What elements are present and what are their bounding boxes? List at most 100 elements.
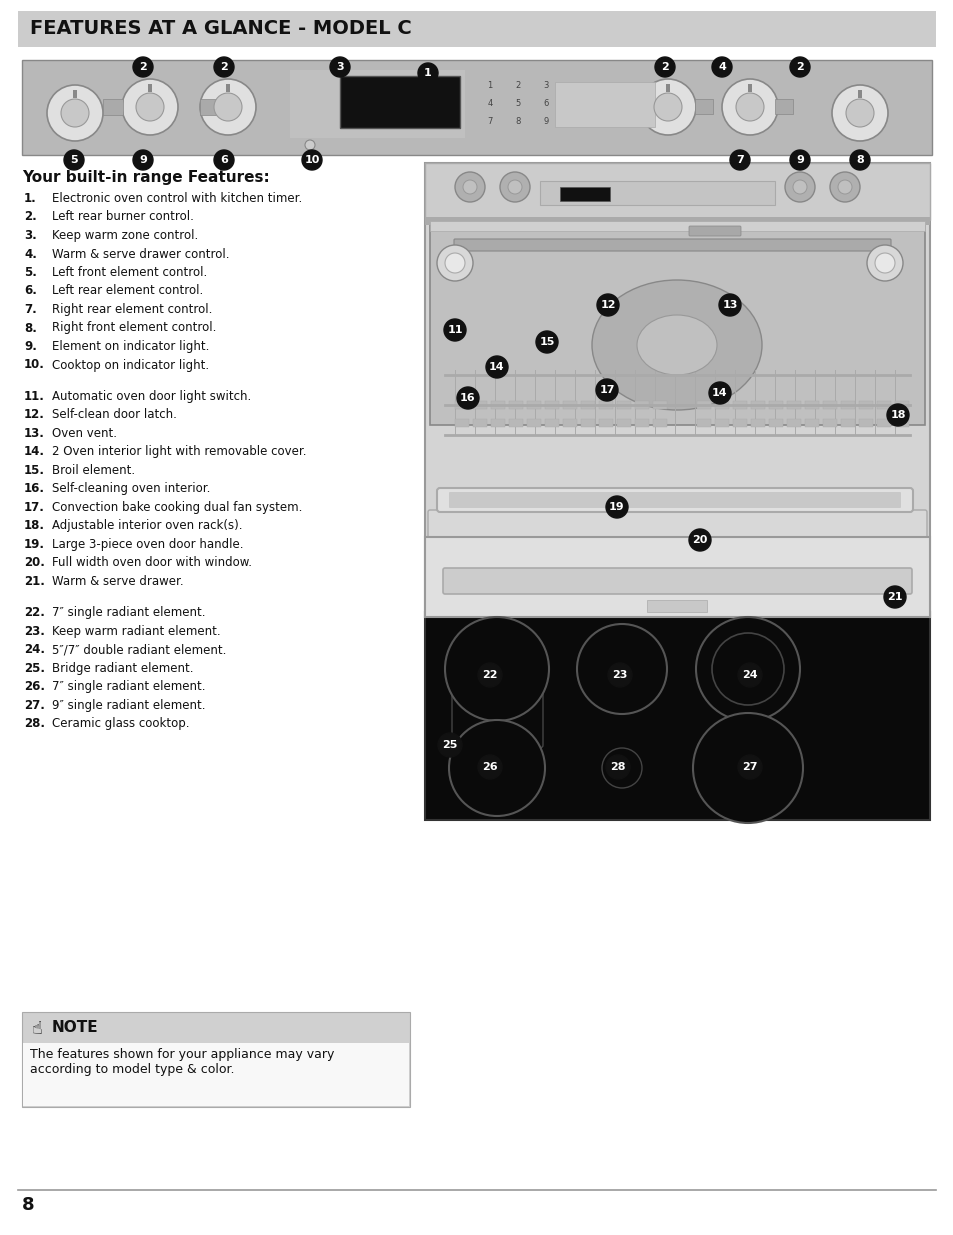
Circle shape [462,180,476,194]
Text: 28.: 28. [24,718,45,730]
Circle shape [886,404,908,426]
Text: Cooktop on indicator light.: Cooktop on indicator light. [52,358,209,372]
Circle shape [688,529,710,551]
Text: 25.: 25. [24,662,45,674]
Circle shape [213,93,242,121]
Text: 9.: 9. [24,340,37,353]
FancyBboxPatch shape [652,419,666,427]
FancyBboxPatch shape [580,401,595,409]
Circle shape [499,172,530,203]
FancyBboxPatch shape [424,613,929,820]
Text: 1: 1 [424,68,432,78]
Text: 11: 11 [447,325,462,335]
Circle shape [597,294,618,316]
FancyBboxPatch shape [714,401,728,409]
FancyBboxPatch shape [768,419,782,427]
Circle shape [866,245,902,282]
Circle shape [47,85,103,141]
Text: 2.: 2. [24,210,37,224]
Text: 3.: 3. [24,228,37,242]
FancyBboxPatch shape [695,99,712,114]
FancyBboxPatch shape [858,419,872,427]
Text: 7″ single radiant element.: 7″ single radiant element. [52,606,205,620]
Text: 9: 9 [795,156,803,165]
Text: 7: 7 [487,116,492,126]
FancyBboxPatch shape [580,419,595,427]
FancyBboxPatch shape [617,419,630,427]
FancyBboxPatch shape [339,77,459,128]
Circle shape [735,93,763,121]
Circle shape [655,57,675,77]
FancyBboxPatch shape [539,182,774,205]
Text: 6.: 6. [24,284,37,298]
Text: 21: 21 [886,592,902,601]
FancyBboxPatch shape [442,568,911,594]
FancyBboxPatch shape [424,217,929,225]
Circle shape [437,734,461,757]
Text: Right front element control.: Right front element control. [52,321,216,335]
Text: 3: 3 [543,80,548,89]
Text: Keep warm radiant element.: Keep warm radiant element. [52,625,220,638]
FancyBboxPatch shape [652,401,666,409]
Circle shape [845,99,873,127]
Circle shape [711,634,783,705]
Text: 6: 6 [220,156,228,165]
FancyBboxPatch shape [732,401,746,409]
FancyBboxPatch shape [747,84,751,91]
Circle shape [305,140,314,149]
FancyBboxPatch shape [449,492,900,508]
Text: 9: 9 [139,156,147,165]
FancyBboxPatch shape [22,1011,410,1107]
FancyBboxPatch shape [491,419,504,427]
FancyBboxPatch shape [562,419,577,427]
FancyBboxPatch shape [894,401,908,409]
Circle shape [789,57,809,77]
FancyBboxPatch shape [822,419,836,427]
FancyBboxPatch shape [750,401,764,409]
FancyBboxPatch shape [455,401,469,409]
Circle shape [455,172,484,203]
Text: 13: 13 [721,300,737,310]
Text: 23: 23 [612,671,627,680]
Text: 1.: 1. [24,191,37,205]
Text: Convection bake cooking dual fan system.: Convection bake cooking dual fan system. [52,501,302,514]
FancyBboxPatch shape [436,488,912,513]
FancyBboxPatch shape [714,419,728,427]
Text: Keep warm zone control.: Keep warm zone control. [52,228,198,242]
Text: 10.: 10. [24,358,45,372]
Circle shape [721,79,778,135]
FancyBboxPatch shape [688,226,740,236]
Text: 2: 2 [515,80,520,89]
Text: 24.: 24. [24,643,45,656]
Text: 14: 14 [489,362,504,372]
FancyBboxPatch shape [226,84,230,91]
Text: 25: 25 [442,740,457,750]
Text: Broil element.: Broil element. [52,464,135,477]
Text: 1: 1 [487,80,492,89]
Text: The features shown for your appliance may vary
according to model type & color.: The features shown for your appliance ma… [30,1049,334,1076]
Text: 12.: 12. [24,409,45,421]
FancyBboxPatch shape [509,419,522,427]
Circle shape [719,294,740,316]
Text: 22: 22 [482,671,497,680]
Text: 16: 16 [459,393,476,403]
Circle shape [829,172,859,203]
FancyBboxPatch shape [697,419,710,427]
Text: 2: 2 [220,62,228,72]
Text: Electronic oven control with kitchen timer.: Electronic oven control with kitchen tim… [52,191,302,205]
Circle shape [507,180,521,194]
FancyBboxPatch shape [430,225,924,425]
FancyBboxPatch shape [841,401,854,409]
FancyBboxPatch shape [876,401,890,409]
Circle shape [605,496,627,517]
Circle shape [213,149,233,170]
FancyBboxPatch shape [841,419,854,427]
FancyBboxPatch shape [455,419,469,427]
Circle shape [477,755,501,779]
Circle shape [449,720,544,816]
Circle shape [789,149,809,170]
Circle shape [738,755,761,779]
Circle shape [607,663,631,687]
Text: 9: 9 [543,116,548,126]
Text: 4: 4 [718,62,725,72]
